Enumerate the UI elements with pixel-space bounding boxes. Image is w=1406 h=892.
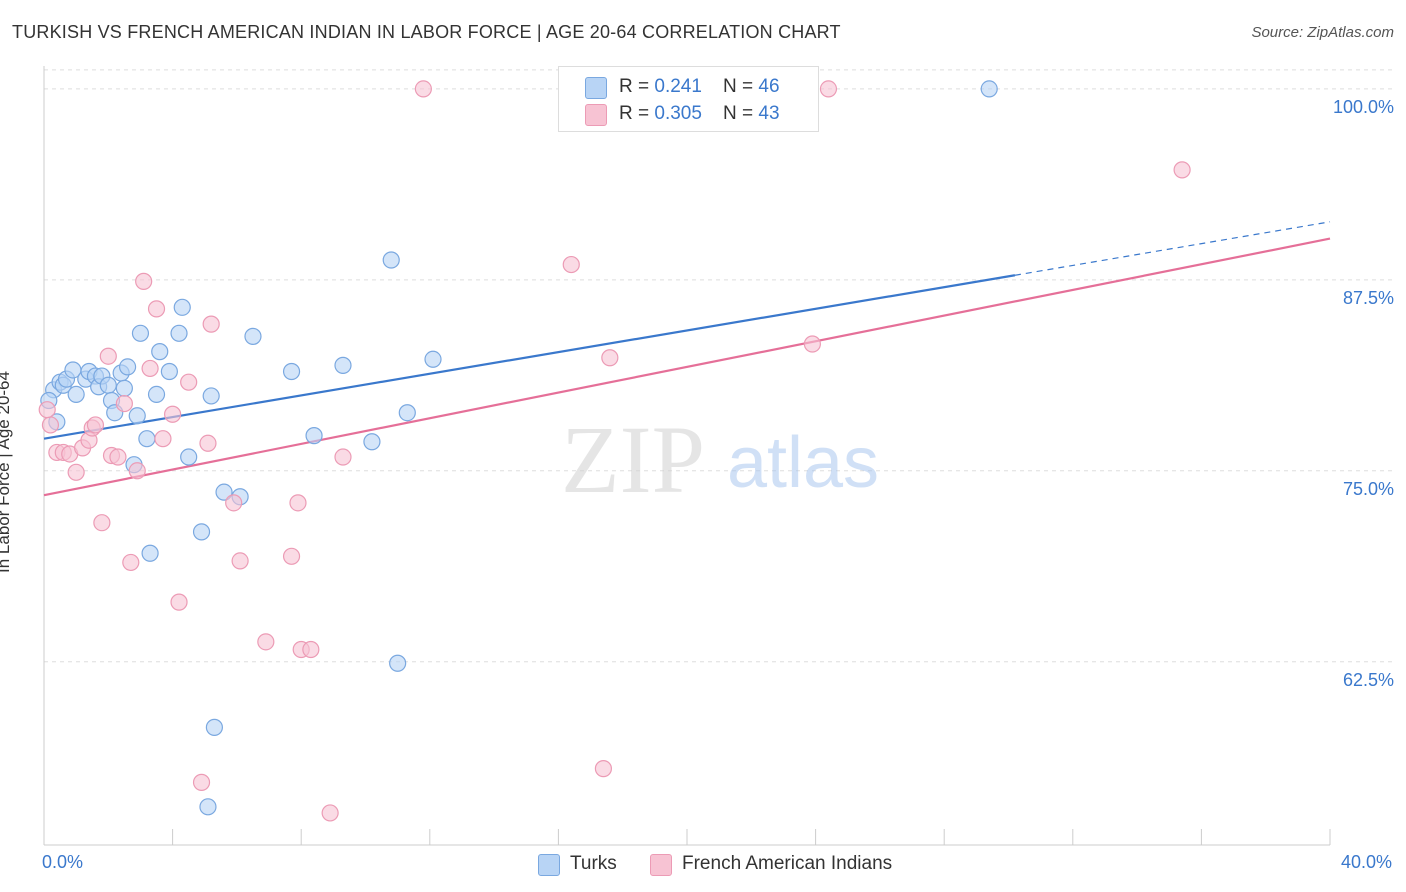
point-turks-5	[67, 385, 85, 404]
point-turks-43	[980, 80, 998, 98]
y-tick-label-1: 75.0%	[1342, 478, 1394, 499]
point-turks-11	[99, 376, 117, 394]
point-fai-19	[154, 430, 172, 448]
legend-n-value-fai: 43	[758, 103, 780, 124]
point-turks-32	[215, 483, 233, 501]
point-turks-26	[173, 298, 191, 316]
point-fai-4	[67, 463, 85, 481]
legend-swatch-turks	[585, 77, 607, 99]
point-fai-34	[334, 448, 352, 466]
point-turks-23	[151, 343, 169, 361]
point-turks-18	[128, 407, 146, 425]
bottom-legend-swatch-fai	[650, 854, 672, 876]
legend-swatch-fai	[585, 104, 607, 126]
point-fai-24	[199, 434, 217, 452]
point-fai-36	[562, 255, 580, 274]
trend-line-fai	[43, 237, 1331, 497]
x-tick-label-max: 40.0%	[1340, 852, 1392, 872]
point-turks-42	[424, 350, 442, 368]
point-fai-28	[257, 633, 275, 651]
point-fai-13	[115, 394, 133, 413]
point-turks-19	[131, 324, 150, 342]
point-fai-15	[128, 462, 146, 480]
point-fai-29	[282, 547, 301, 565]
point-turks-27	[180, 448, 198, 466]
y-tick-label-3: 100.0%	[1332, 96, 1394, 117]
x-tick-label-min: 0.0%	[42, 852, 84, 872]
point-turks-22	[147, 385, 166, 404]
data-points	[38, 80, 1191, 822]
y-tick-label-0: 62.5%	[1342, 669, 1394, 690]
watermark-zip: ZIP	[561, 406, 705, 513]
bottom-legend-swatch-turks	[538, 854, 560, 876]
point-fai-23	[192, 773, 211, 791]
point-fai-38	[601, 349, 619, 367]
point-turks-40	[389, 654, 407, 672]
legend-r-label: R =	[619, 76, 655, 97]
point-turks-35	[282, 362, 301, 381]
source-label: Source: ZipAtlas.com	[1251, 24, 1394, 41]
point-fai-30	[289, 494, 307, 512]
point-fai-14	[122, 553, 140, 572]
point-turks-16	[118, 358, 137, 376]
legend-r-value-fai: 0.305	[654, 103, 702, 124]
point-turks-28	[192, 523, 211, 541]
point-turks-20	[138, 430, 156, 448]
legend-n-value-turks: 46	[758, 76, 780, 97]
point-fai-33	[321, 804, 339, 822]
point-turks-25	[170, 324, 188, 342]
correlation-legend: R = 0.241 N = 46 R = 0.305 N = 43	[558, 66, 819, 132]
legend-n-label: N =	[723, 103, 759, 124]
point-turks-30	[202, 387, 220, 405]
point-fai-18	[147, 300, 166, 318]
point-fai-17	[141, 359, 159, 378]
point-turks-36	[305, 427, 323, 445]
point-fai-20	[164, 405, 182, 423]
point-fai-39	[803, 335, 821, 353]
point-fai-27	[231, 552, 249, 570]
point-turks-41	[398, 404, 416, 422]
legend-r-value-turks: 0.241	[654, 76, 702, 97]
point-fai-8	[86, 416, 105, 434]
bottom-legend-label-turks: Turks	[570, 853, 617, 874]
y-tick-label-2: 87.5%	[1342, 287, 1394, 308]
axes	[43, 66, 1331, 846]
point-fai-37	[594, 760, 613, 778]
point-fai-35	[414, 80, 432, 98]
point-fai-32	[302, 640, 320, 659]
point-turks-29	[199, 798, 217, 816]
point-turks-31	[205, 718, 223, 736]
point-fai-9	[93, 514, 111, 532]
point-fai-12	[109, 448, 127, 466]
trend-lines	[43, 221, 1331, 497]
point-fai-25	[202, 315, 220, 333]
point-fai-41	[1173, 161, 1191, 179]
point-fai-21	[170, 593, 188, 611]
grid-lines	[44, 69, 1394, 663]
legend-n-label: N =	[723, 76, 759, 97]
point-turks-37	[334, 356, 352, 374]
watermark-atlas: atlas	[727, 423, 879, 503]
point-fai-42	[38, 401, 56, 419]
point-fai-10	[99, 347, 117, 365]
point-fai-16	[135, 272, 153, 290]
point-turks-38	[363, 433, 381, 451]
point-fai-26	[225, 494, 243, 512]
chart-title: TURKISH VS FRENCH AMERICAN INDIAN IN LAB…	[12, 22, 841, 42]
point-turks-39	[382, 251, 400, 269]
point-fai-22	[180, 373, 198, 391]
point-turks-24	[160, 362, 178, 381]
point-fai-40	[819, 80, 838, 98]
legend-r-label: R =	[619, 103, 655, 124]
point-turks-21	[141, 544, 159, 562]
trend-line-turks-extension	[1014, 221, 1331, 276]
point-fai-0	[41, 416, 60, 434]
watermark: ZIP atlas	[561, 406, 879, 513]
point-turks-34	[244, 327, 262, 345]
point-turks-15	[115, 379, 133, 397]
trend-line-turks	[43, 274, 1016, 440]
bottom-legend-label-fai: French American Indians	[682, 853, 893, 874]
